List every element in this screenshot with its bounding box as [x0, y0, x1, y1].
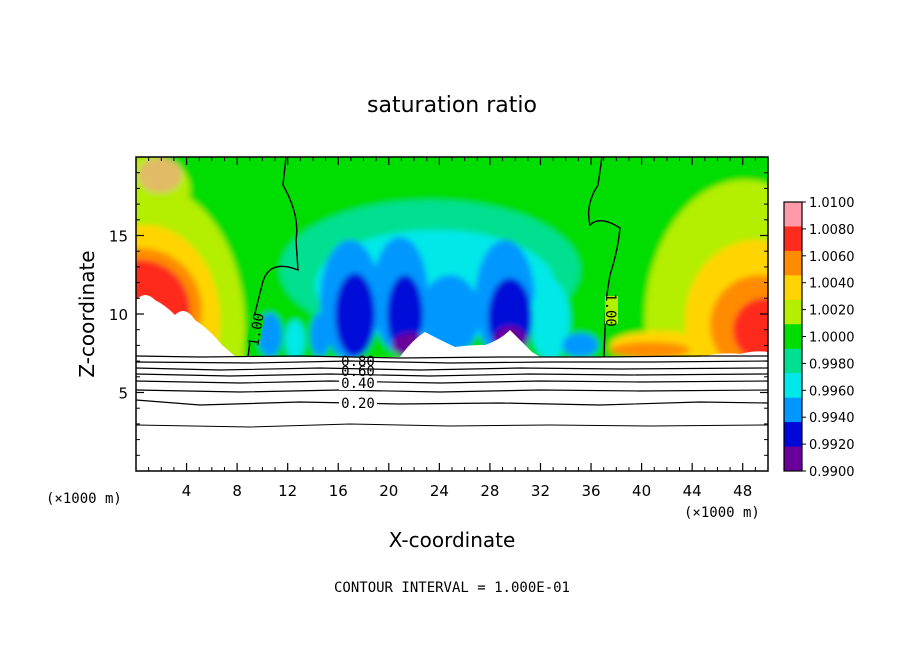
contour-label: 0.40	[341, 376, 375, 392]
colorbar-segment	[784, 202, 802, 227]
chart-title: saturation ratio	[367, 93, 537, 118]
terrain-contours	[136, 355, 768, 428]
colorbar-label: 1.0020	[809, 304, 855, 319]
x-unit-right: (×1000 m)	[684, 505, 760, 521]
contour-interval-note: CONTOUR INTERVAL = 1.000E-01	[334, 580, 570, 596]
contour-label: 1.00	[246, 312, 268, 348]
colorbar-segment	[784, 348, 802, 374]
contour-label: 0.60	[341, 364, 375, 380]
colorbar-label: 0.9940	[809, 411, 855, 426]
contour-label: 1.00	[602, 293, 618, 327]
x-tick-label: 36	[581, 482, 600, 500]
colorbar-segment	[784, 226, 802, 252]
colorbar-segment	[784, 373, 802, 399]
colorbar-segment	[784, 422, 802, 448]
y-tick-label: 5	[118, 385, 128, 403]
colorbar-label: 0.9920	[809, 438, 855, 453]
x-tick-label: 8	[232, 482, 242, 500]
contour-labels: 1.00 1.00 0.80 0.60 0.40 0.20	[246, 293, 618, 412]
x-tick-label: 4	[182, 482, 192, 500]
x-tick-label: 28	[480, 482, 499, 500]
x-axis-label: X-coordinate	[389, 528, 516, 552]
x-tick-label: 20	[379, 482, 398, 500]
colorbar-segment	[784, 324, 802, 350]
contour-label: 0.20	[341, 396, 375, 412]
colorbar-label: 1.0080	[809, 223, 855, 238]
colorbar-segment	[784, 397, 802, 423]
x-tick-label: 32	[531, 482, 550, 500]
x-unit-left: (×1000 m)	[46, 491, 122, 507]
plot-area	[136, 157, 768, 471]
colorbar-label: 1.0040	[809, 277, 855, 292]
saturation-field	[136, 157, 768, 357]
y-tick-label: 15	[109, 228, 128, 246]
x-tick-label: 12	[278, 482, 297, 500]
colorbar-segment	[784, 275, 802, 301]
colorbar-segment	[784, 299, 802, 325]
y-tick-label: 10	[109, 306, 128, 324]
colorbar: 1.0100 1.0080 1.0060 1.0040 1.0020 1.0000 0.99…	[783, 196, 855, 480]
colorbar-label: 1.0000	[809, 331, 855, 346]
colorbar-label: 0.9980	[809, 357, 855, 372]
colorbar-label: 1.0060	[809, 250, 855, 265]
x-tick-label: 44	[683, 482, 702, 500]
x-tick-label: 48	[733, 482, 752, 500]
colorbar-label: 0.9900	[809, 465, 855, 480]
x-tick-label: 40	[632, 482, 651, 500]
colorbar-label: 0.9960	[809, 384, 855, 399]
y-axis-ticks: 5 10 15	[109, 172, 768, 456]
x-tick-label: 16	[329, 482, 348, 500]
contour-label: 0.80	[341, 354, 375, 370]
colorbar-label: 1.0100	[809, 196, 855, 211]
colorbar-segment	[784, 446, 802, 472]
colorbar-segment	[784, 250, 802, 276]
x-axis-ticks: 4 8 12 16 20 24 28 32 36 40 44 48	[148, 157, 756, 500]
y-axis-label: Z-coordinate	[75, 250, 99, 377]
saturation-contours	[247, 157, 621, 358]
x-tick-label: 24	[430, 482, 449, 500]
